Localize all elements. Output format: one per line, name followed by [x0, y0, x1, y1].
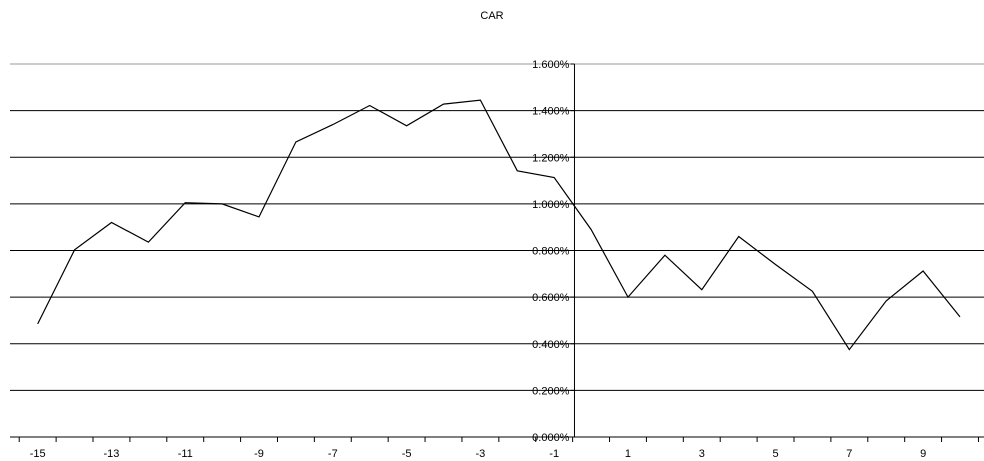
- y-tick-label: 0.400%: [532, 339, 570, 351]
- x-tick-labels: -15 -13 -11 -9 -7 -5 -3 -1 1 3 5 7 9: [30, 448, 926, 460]
- x-tick-label: -15: [30, 448, 46, 460]
- chart-title: CAR: [480, 10, 504, 22]
- x-tick-label: -3: [476, 448, 486, 460]
- x-tick-label: 1: [625, 448, 631, 460]
- x-tick-label: -9: [254, 448, 264, 460]
- x-tick-label: 3: [699, 448, 705, 460]
- x-tick-label: 5: [772, 448, 778, 460]
- x-tick-label: 7: [846, 448, 852, 460]
- series-line: [37, 99, 961, 351]
- y-tick-label: 1.400%: [532, 106, 570, 118]
- x-tick-label: -13: [104, 448, 120, 460]
- y-tick-label: 0.200%: [532, 385, 570, 397]
- y-tick-label: 0.800%: [532, 246, 570, 258]
- x-tick-label: -5: [402, 448, 412, 460]
- y-tick-label: 0.600%: [532, 292, 570, 304]
- axes: [10, 63, 984, 442]
- x-tick-label: 9: [920, 448, 926, 460]
- y-tick-label: 0.000%: [532, 432, 570, 444]
- series-group: [37, 99, 961, 351]
- gridlines: [10, 63, 984, 391]
- y-tick-labels: 0.000% 0.200% 0.400% 0.600% 0.800% 1.000% 1.20…: [532, 59, 570, 444]
- y-tick-label: 1.200%: [532, 152, 570, 164]
- x-tick-label: -7: [328, 448, 338, 460]
- x-tick-label: -1: [549, 448, 559, 460]
- y-tick-label: 1.600%: [532, 59, 570, 71]
- x-tick-label: -11: [178, 448, 193, 460]
- y-tick-label: 1.000%: [532, 199, 570, 211]
